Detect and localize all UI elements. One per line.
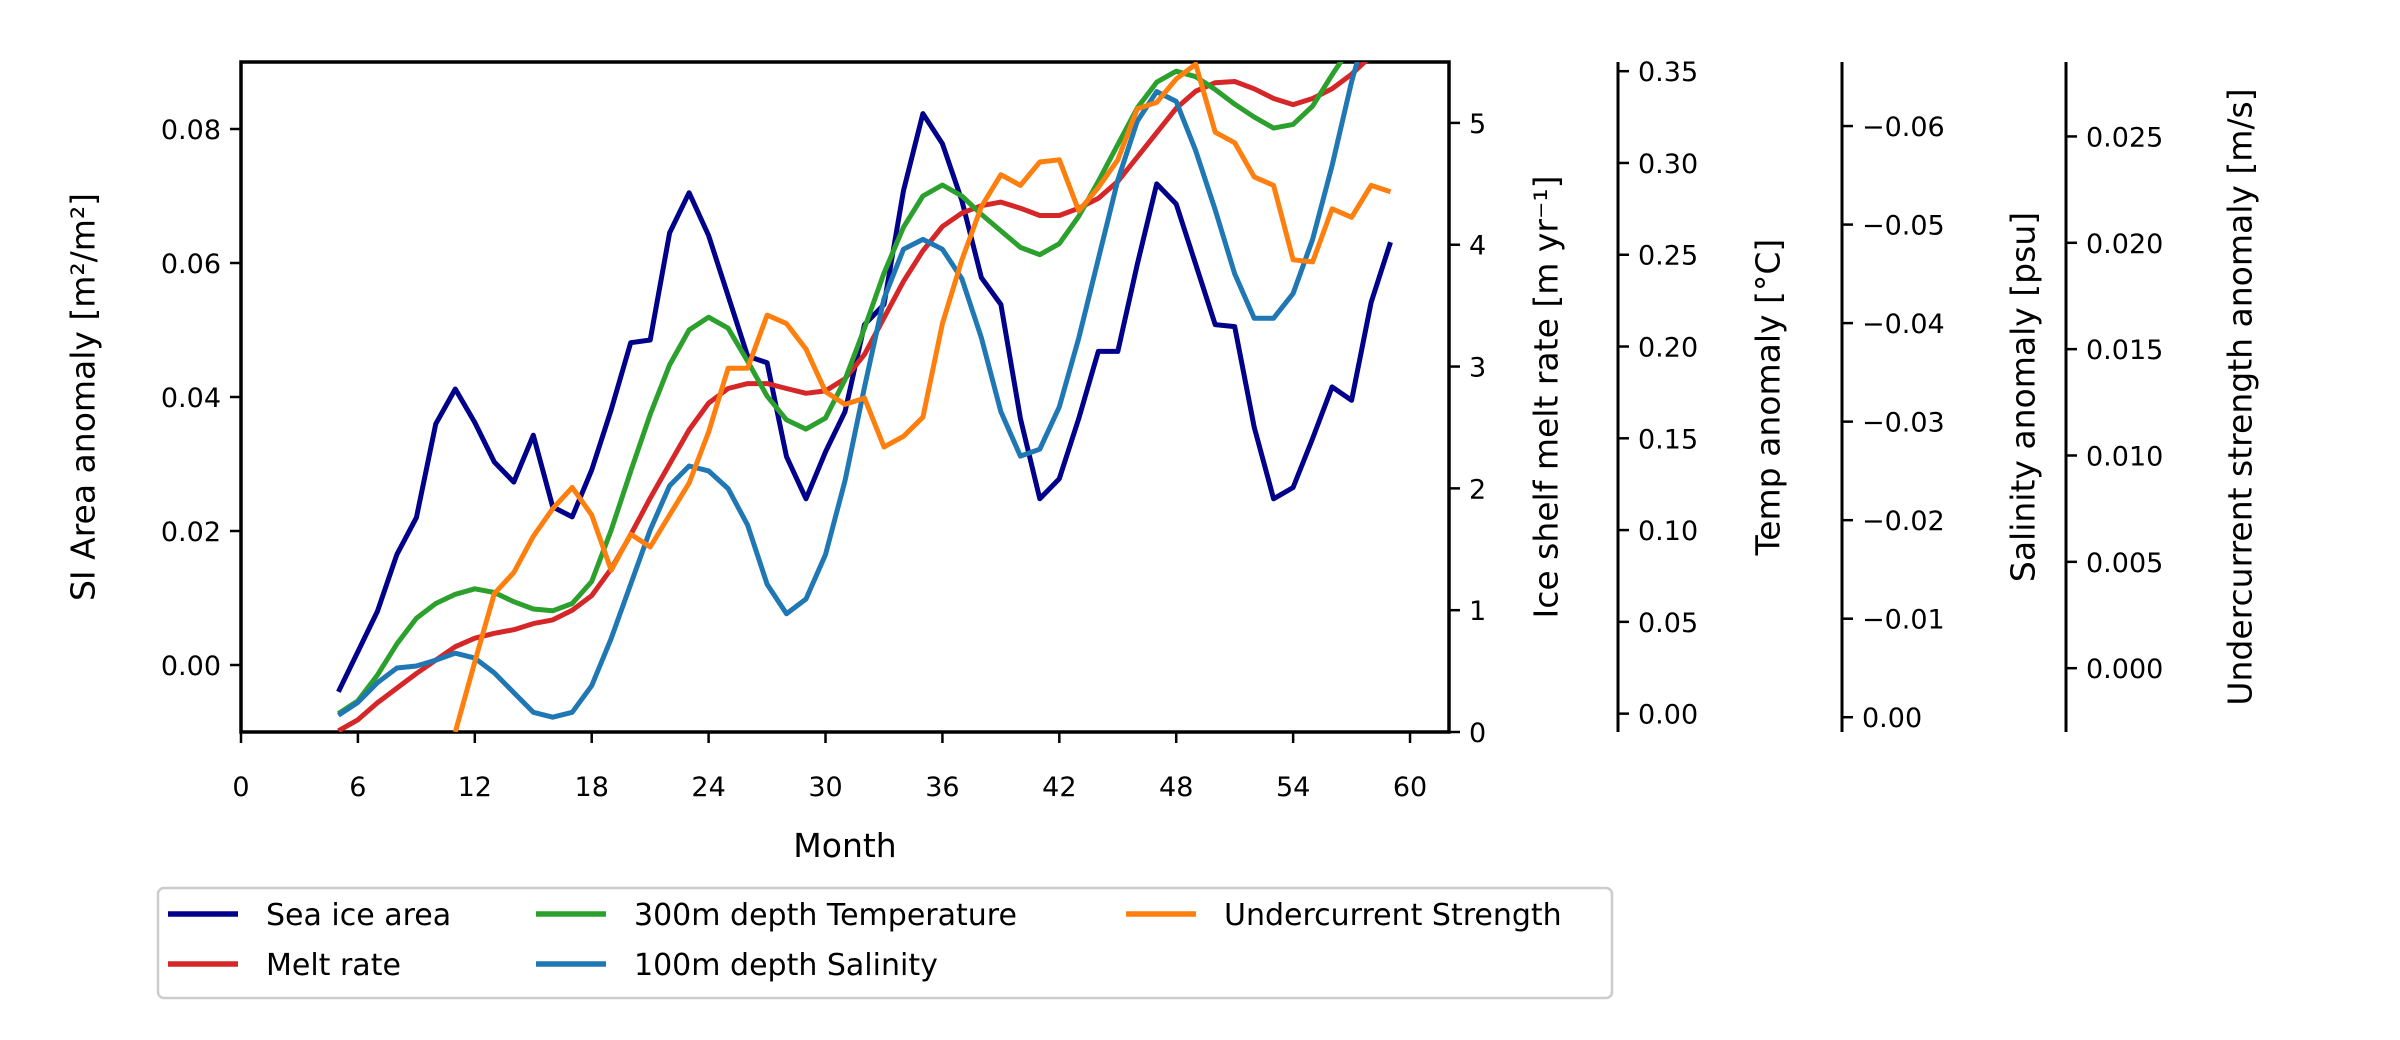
sal-tick-label: −0.05 xyxy=(1862,211,1945,242)
legend-label: Melt rate xyxy=(266,948,401,983)
melt-tick-label: 4 xyxy=(1469,231,1486,262)
x-tick-label: 12 xyxy=(458,772,492,803)
legend-label: Sea ice area xyxy=(266,898,451,933)
temp-tick-label: 0.05 xyxy=(1638,608,1698,639)
melt-tick-label: 1 xyxy=(1469,596,1486,627)
si-tick-label: 0.02 xyxy=(161,517,221,548)
sal-tick-label: −0.02 xyxy=(1862,506,1945,537)
si-axis-label: SI Area anomaly [m²/m²] xyxy=(64,193,103,601)
uc-tick-label: 0.000 xyxy=(2086,654,2163,685)
series-layer xyxy=(336,62,1393,732)
legend-label: Undercurrent Strength xyxy=(1224,898,1562,933)
melt-tick-label: 3 xyxy=(1469,353,1486,384)
melt-tick-label: 2 xyxy=(1469,474,1486,505)
sal-axis-label: Salinity anomaly [psu] xyxy=(2004,212,2043,582)
series-line-3 xyxy=(337,62,1360,720)
legend-frame xyxy=(156,886,1614,1000)
legend-label: 100m depth Salinity xyxy=(634,948,938,983)
sal-tick-label: −0.01 xyxy=(1862,605,1945,636)
temp-tick-label: 0.00 xyxy=(1638,700,1698,731)
axes-layer: 0 6 12 18 24 30 36 42 48 54 600.000.020.040.060.08… xyxy=(64,57,2260,803)
legend: Sea ice area Melt rate 300m depth Temperat… xyxy=(156,886,1614,1000)
series-line-1 xyxy=(337,62,1369,732)
uc-tick-label: 0.020 xyxy=(2086,229,2163,260)
x-tick-label: 6 xyxy=(349,772,366,803)
x-tick-label: 60 xyxy=(1393,772,1427,803)
uc-tick-label: 0.025 xyxy=(2086,122,2163,153)
x-axis-label: Month xyxy=(793,826,896,865)
x-tick-label: 18 xyxy=(575,772,609,803)
temp-axis-label: Temp anomaly [°C] xyxy=(1749,239,1788,557)
series-line-2 xyxy=(337,62,1344,716)
uc-tick-label: 0.015 xyxy=(2086,335,2163,366)
x-tick-label: 24 xyxy=(691,772,725,803)
temp-tick-label: 0.35 xyxy=(1638,57,1698,88)
x-tick-label: 0 xyxy=(232,772,249,803)
temp-tick-label: 0.20 xyxy=(1638,333,1698,364)
uc-axis-label: Undercurrent strength anomaly [m/s] xyxy=(2221,88,2260,705)
uc-tick-label: 0.010 xyxy=(2086,441,2163,472)
x-tick-label: 48 xyxy=(1159,772,1193,803)
x-tick-label: 30 xyxy=(808,772,842,803)
temp-tick-label: 0.30 xyxy=(1638,149,1698,180)
x-tick-label: 54 xyxy=(1276,772,1310,803)
temp-tick-label: 0.15 xyxy=(1638,424,1698,455)
temp-tick-label: 0.10 xyxy=(1638,516,1698,547)
sal-tick-label: −0.03 xyxy=(1862,408,1945,439)
si-tick-label: 0.00 xyxy=(161,651,221,682)
si-tick-label: 0.08 xyxy=(161,115,221,146)
sal-tick-label: −0.06 xyxy=(1862,112,1945,143)
sal-tick-label: 0.00 xyxy=(1862,703,1922,734)
uc-tick-label: 0.005 xyxy=(2086,548,2163,579)
x-tick-label: 36 xyxy=(925,772,959,803)
x-tick-label: 42 xyxy=(1042,772,1076,803)
sal-tick-label: −0.04 xyxy=(1862,309,1945,340)
temp-tick-label: 0.25 xyxy=(1638,241,1698,272)
melt-tick-label: 5 xyxy=(1469,109,1486,140)
legend-label: 300m depth Temperature xyxy=(634,898,1017,933)
si-tick-label: 0.04 xyxy=(161,383,221,414)
melt-tick-label: 0 xyxy=(1469,718,1486,749)
melt-axis-label: Ice shelf melt rate [m yr⁻¹] xyxy=(1527,175,1566,618)
plot-frame xyxy=(239,60,1451,734)
series-line-4 xyxy=(452,62,1392,732)
plot-area xyxy=(239,60,1451,734)
si-tick-label: 0.06 xyxy=(161,249,221,280)
